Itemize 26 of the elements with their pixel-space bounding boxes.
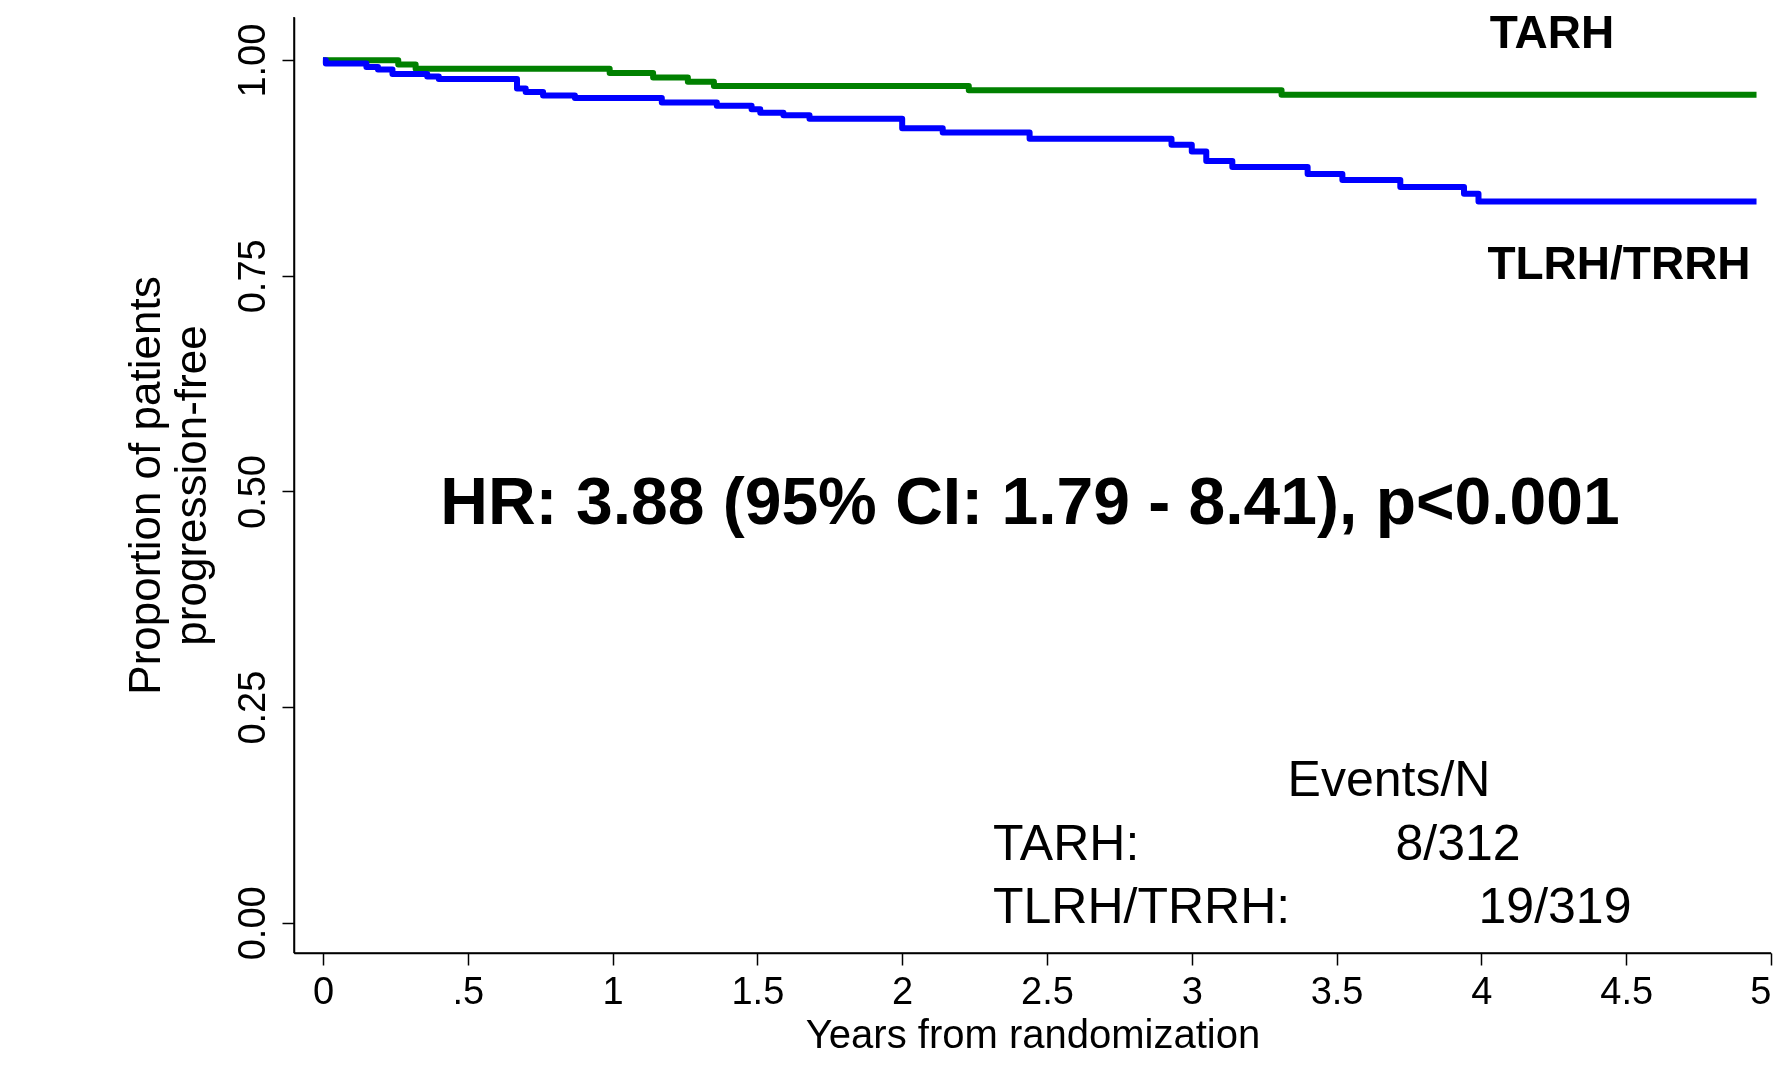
annotation: TARH:	[993, 815, 1140, 871]
x-tick-label: .5	[452, 969, 485, 1012]
x-tick-label: 1	[602, 969, 624, 1012]
x-tick-label: 1.5	[731, 969, 785, 1012]
x-tick-label: 3.5	[1310, 969, 1364, 1012]
series-label: TLRH/TRRH	[1487, 237, 1751, 289]
x-tick-label: 4	[1471, 969, 1493, 1012]
y-tick-label: 1.00	[230, 23, 273, 98]
series-label: TARH	[1489, 6, 1615, 58]
y-axis-title: Proportion of patients progression-free	[119, 276, 215, 695]
y-tick-label: 0.75	[230, 239, 273, 314]
x-tick-label: 3	[1181, 969, 1203, 1012]
annotation: 19/319	[1478, 878, 1632, 934]
x-tick-label: 0	[312, 969, 335, 1012]
annotation: TLRH/TRRH:	[993, 878, 1291, 934]
x-tick-label: 5	[1750, 969, 1772, 1012]
y-tick-label: 0.25	[230, 670, 273, 745]
annotation: 8/312	[1395, 815, 1521, 871]
y-tick-label: 0.50	[230, 454, 273, 529]
annotation: Events/N	[1287, 751, 1491, 807]
y-tick-label: 0.00	[230, 886, 273, 961]
x-tick-label: 2	[892, 969, 914, 1012]
x-tick-label: 4.5	[1600, 969, 1654, 1012]
x-axis-title: Years from randomization	[805, 1011, 1261, 1056]
annotation: HR: 3.88 (95% CI: 1.79 - 8.41), p<0.001	[440, 464, 1620, 538]
x-tick-label: 2.5	[1021, 969, 1074, 1012]
